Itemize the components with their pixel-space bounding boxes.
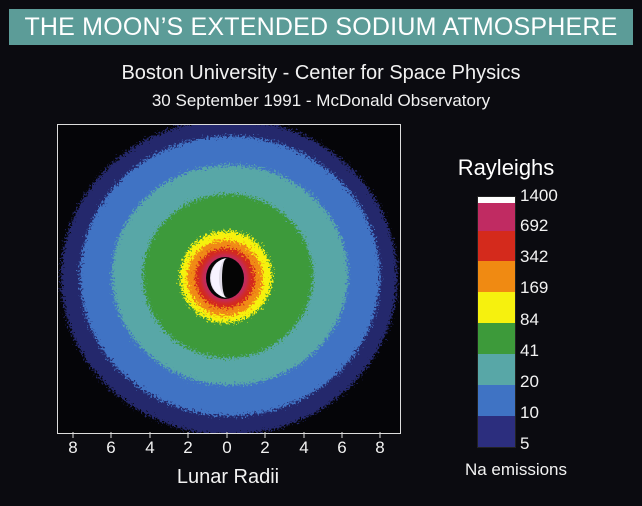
legend-title: Rayleighs (457, 155, 555, 180)
colorbar-segment-1400 (478, 197, 515, 203)
x-tick-label: 4 (299, 438, 309, 457)
colorbar-segment-84 (478, 292, 515, 323)
colorbar-segment-169 (478, 261, 515, 292)
colorbar-segment-41 (478, 323, 515, 354)
colorbar-segment-20 (478, 354, 515, 385)
x-axis: 8 6 4 2 0 2 4 6 8 (57, 432, 399, 458)
x-tick-label: 6 (337, 438, 347, 457)
x-axis-ticks (72, 432, 381, 438)
moon-bright-crescent (210, 259, 226, 297)
colorbar-label: 692 (520, 216, 549, 235)
date-location-subtitle: 30 September 1991 - McDonald Observatory (151, 91, 491, 110)
figure-title: THE MOON’S EXTENDED SODIUM ATMOSPHERE (24, 12, 618, 41)
x-axis-label: Lunar Radii (176, 466, 280, 488)
colorbar-segment-342 (478, 231, 515, 261)
colorbar-label: 169 (520, 278, 549, 297)
colorbar-label: 10 (520, 403, 539, 422)
x-tick-label: 4 (145, 438, 155, 457)
colorbar-label: 84 (520, 310, 539, 329)
colorbar-label: 20 (520, 372, 539, 391)
colorbar-label: 41 (520, 341, 539, 360)
colorbar-segment-10 (478, 385, 515, 416)
institution-subtitle: Boston University - Center for Space Phy… (121, 62, 521, 84)
x-tick-label: 2 (183, 438, 193, 457)
colorbar-segment-692 (478, 203, 515, 231)
colorbar-label: 342 (520, 247, 549, 266)
colorbar-segment-5 (478, 416, 515, 447)
x-tick-label: 6 (106, 438, 116, 457)
x-tick-label: 2 (260, 438, 270, 457)
x-tick-label: 8 (375, 438, 385, 457)
x-tick-label: 0 (222, 438, 232, 457)
colorbar-label: 1400 (520, 186, 558, 205)
sodium-glow-map (61, 125, 397, 433)
sodium-emission-image (57, 124, 401, 434)
legend-footer: Na emissions (464, 460, 568, 479)
title-banner: THE MOON’S EXTENDED SODIUM ATMOSPHERE (9, 9, 633, 45)
x-tick-label: 8 (68, 438, 78, 457)
colorbar (477, 196, 516, 448)
colorbar-label: 5 (520, 434, 530, 453)
